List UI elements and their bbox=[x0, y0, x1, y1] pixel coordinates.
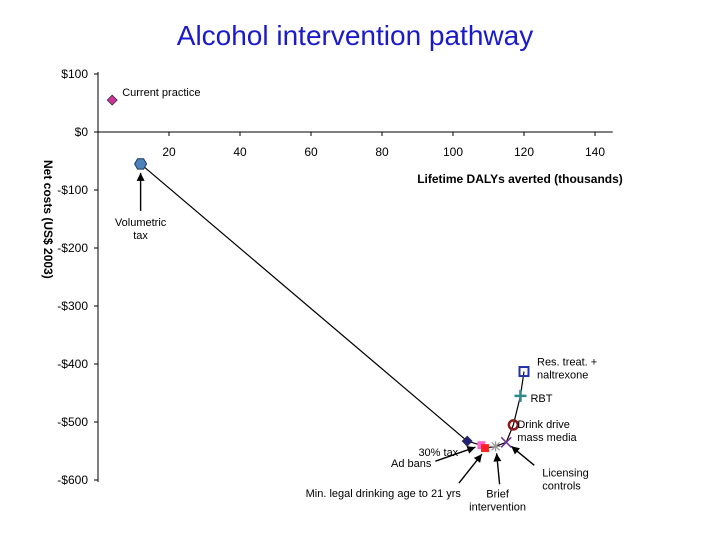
y-tick-label: $0 bbox=[75, 125, 89, 139]
x-tick-label: 120 bbox=[514, 145, 534, 159]
volumetric-tax-arrow-head bbox=[136, 172, 145, 181]
label-current-practice-line: Current practice bbox=[122, 87, 200, 99]
y-tick-label: -$100 bbox=[57, 183, 88, 197]
label-licensing-controls: Licensing controls bbox=[542, 467, 588, 492]
y-axis-label: Net costs (US$ 2003) bbox=[41, 160, 55, 279]
point-min-legal-drinking-age-to-21-yrs bbox=[480, 444, 489, 453]
label-volumetric-tax-line: tax bbox=[133, 230, 148, 242]
x-tick-label: 20 bbox=[162, 145, 176, 159]
x-tick-label: 40 bbox=[233, 145, 247, 159]
pathway-line-path bbox=[140, 163, 525, 449]
point-brief-intervention bbox=[490, 441, 501, 452]
min-legal-age-arrow-head bbox=[473, 454, 482, 463]
x-tick-label: 100 bbox=[443, 145, 463, 159]
label-licensing-controls-line: Licensing bbox=[542, 467, 588, 479]
x-tick-label: 140 bbox=[585, 145, 605, 159]
label-brief-intervention-line: intervention bbox=[469, 501, 526, 513]
label-drink-drive-line: Drink drive bbox=[517, 419, 570, 431]
point-drink-drive-mass-media bbox=[507, 419, 520, 431]
licensing-controls-arrow-head bbox=[511, 446, 520, 455]
label-ad-bans: Ad bans bbox=[391, 458, 432, 470]
y-tick-label: -$500 bbox=[57, 415, 88, 429]
label-drink-drive: Drink drive mass media bbox=[517, 419, 577, 444]
label-res-treat-line: Res. treat. + bbox=[537, 357, 597, 369]
y-tick-label: -$300 bbox=[57, 299, 88, 313]
label-rbt-line: RBT bbox=[530, 393, 552, 405]
svg-text:Net costs (US$ 2003): Net costs (US$ 2003) bbox=[41, 160, 55, 279]
ad-bans-arrow-head bbox=[466, 446, 476, 454]
y-tick-label: -$200 bbox=[57, 241, 88, 255]
label-volumetric-tax-line: Volumetric bbox=[115, 217, 167, 229]
label-drink-drive-line: mass media bbox=[517, 432, 577, 444]
y-tick-label: -$600 bbox=[57, 473, 88, 487]
point-30-tax bbox=[461, 435, 473, 447]
data-points bbox=[106, 94, 530, 453]
label-current-practice: Current practice bbox=[122, 87, 200, 99]
label-min-legal-age: Min. legal drinking age to 21 yrs bbox=[306, 488, 462, 500]
point-volumetric-tax bbox=[134, 158, 148, 170]
y-tick-label: -$400 bbox=[57, 357, 88, 371]
chart-title: Alcohol intervention pathway bbox=[176, 20, 534, 51]
axes: $100 $0 -$100 -$200 -$300 -$400 -$500 -$600 20 40… bbox=[57, 67, 613, 487]
pathway-line bbox=[140, 163, 525, 449]
label-licensing-controls-line: controls bbox=[542, 480, 581, 492]
label-rbt: RBT bbox=[530, 393, 552, 405]
label-brief-intervention: Brief intervention bbox=[469, 488, 526, 513]
point-current-practice bbox=[106, 94, 118, 106]
brief-intervention-arrow-head bbox=[493, 453, 502, 462]
label-res-treat: Res. treat. + naltrexone bbox=[537, 357, 597, 382]
x-tick-label: 60 bbox=[304, 145, 318, 159]
point-licensing-controls bbox=[500, 436, 512, 448]
y-tick-label: $100 bbox=[61, 67, 88, 81]
label-min-legal-age-line: Min. legal drinking age to 21 yrs bbox=[306, 488, 462, 500]
label-volumetric-tax: Volumetric tax bbox=[115, 217, 167, 242]
x-axis-label: Lifetime DALYs averted (thousands) bbox=[417, 172, 623, 186]
point-rbt bbox=[514, 389, 527, 402]
point-res-treat-naltrexone bbox=[518, 366, 530, 378]
label-ad-bans-line: Ad bans bbox=[391, 458, 432, 470]
label-brief-intervention-line: Brief bbox=[486, 488, 510, 500]
label-res-treat-line: naltrexone bbox=[537, 370, 588, 382]
x-tick-label: 80 bbox=[375, 145, 389, 159]
